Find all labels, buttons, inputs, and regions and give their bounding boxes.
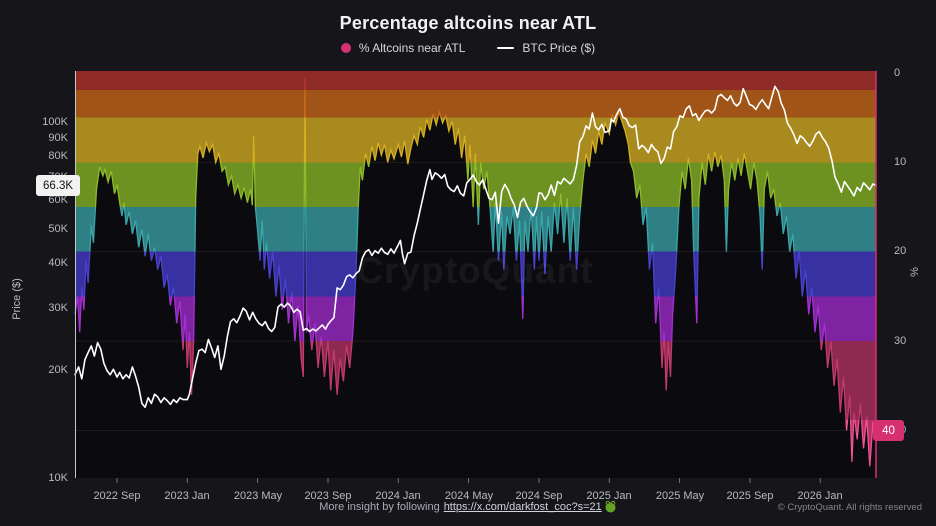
footer-insight: More insight by following https://x.com/… (0, 500, 936, 513)
altcoins-current-pct-value: 40 (882, 424, 895, 437)
y-axis-percent-label: 0 (894, 67, 901, 79)
y-axis-price-label: 80K (48, 150, 68, 162)
y-axis-price-label: 30K (48, 302, 68, 314)
y-axis-percent-label: 30 (894, 335, 907, 347)
x-axis-date-label: 2023 Jan (164, 490, 210, 502)
y-axis-price-label: 90K (48, 132, 68, 144)
chart-legend: % Altcoins near ATL BTC Price ($) (0, 41, 936, 55)
altcoins-legend-label: % Altcoins near ATL (358, 41, 466, 55)
y-axis-percent-label: 10 (894, 156, 907, 168)
altcoins-legend-dot-icon (340, 43, 351, 53)
y-axis-percent-label: 20 (894, 245, 907, 257)
x-axis-date-label: 2024 Jan (375, 490, 421, 502)
y-axis-price-label: 50K (48, 223, 68, 235)
y-axis-price-label: 20K (48, 364, 68, 376)
darkfost-link-text: https://x.com/darkfost_coc?s=21 (443, 500, 602, 513)
btc-current-price-badge: 66.3K (36, 175, 80, 196)
x-axis-date-label: 2025 Jan (586, 490, 632, 502)
x-axis-date-label: 2024 May (444, 490, 494, 502)
page-title: Percentage altcoins near ATL (339, 13, 597, 33)
x-axis-date-label: 2026 Jan (797, 490, 843, 502)
frog-emoji-icon (605, 500, 616, 513)
x-axis-date-label: 2022 Sep (93, 490, 141, 502)
y-axis-price-label: 100K (42, 116, 68, 128)
footer-insight-text: More insight by following (319, 500, 440, 513)
btc-legend-label: BTC Price ($) (522, 41, 596, 55)
right-axis-title: % (909, 267, 921, 277)
y-axis-price-label: 60K (48, 194, 68, 206)
y-axis-price-label: 40K (48, 257, 68, 269)
btc-current-price-value: 66.3K (42, 179, 74, 192)
y-axis-price-label: 10K (48, 472, 68, 484)
x-axis-date-label: 2025 May (655, 490, 705, 502)
altcoins-current-pct-badge: 40 (873, 420, 904, 441)
darkfost-profile-link[interactable]: https://x.com/darkfost_coc?s=21 (444, 500, 617, 513)
copyright-notice: © CryptoQuant. All rights reserved (777, 502, 922, 513)
x-axis-date-label: 2023 Sep (304, 490, 352, 502)
btc-legend-line-icon (497, 47, 515, 49)
x-axis-date-label: 2024 Sep (515, 490, 563, 502)
x-axis-date-label: 2025 Sep (726, 490, 774, 502)
x-axis-date-label: 2023 May (233, 490, 283, 502)
left-axis-title: Price ($) (11, 278, 23, 320)
